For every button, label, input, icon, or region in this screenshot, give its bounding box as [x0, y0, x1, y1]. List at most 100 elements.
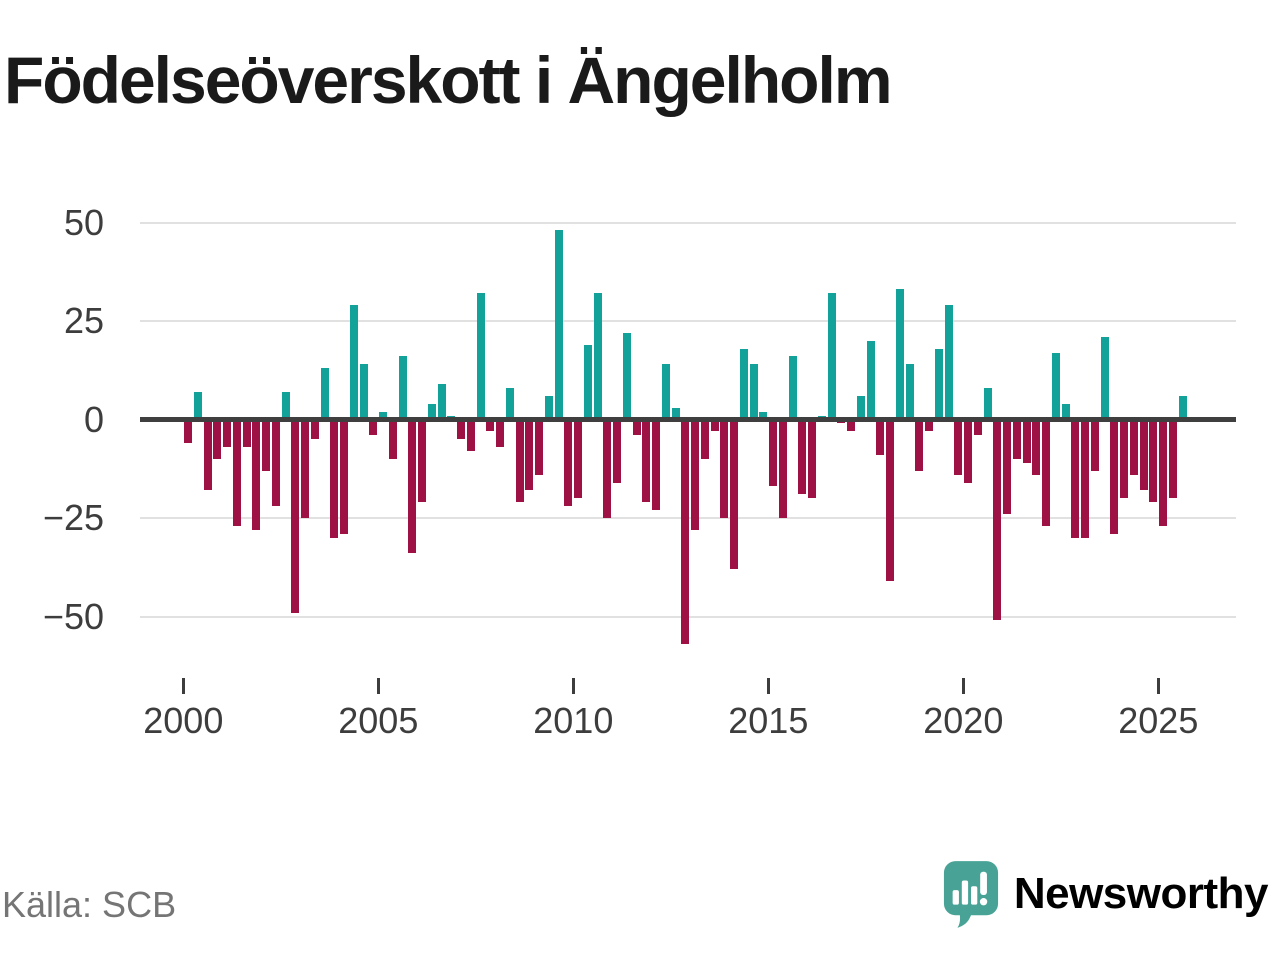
- bar-2013-q4: [720, 419, 729, 518]
- bar-2000-q4: [213, 419, 222, 459]
- bar-2012-q2: [661, 364, 670, 420]
- bar-2012-q4: [681, 419, 690, 645]
- bar-2023-q1: [1081, 419, 1090, 538]
- y-axis-label: −25: [42, 497, 104, 538]
- bar-2012-q3: [671, 407, 680, 420]
- x-axis-tick: [961, 678, 965, 694]
- bar-2000-q2: [193, 391, 202, 420]
- bar-2022-q3: [1061, 403, 1070, 420]
- bar-2007-q2: [466, 419, 475, 452]
- bar-2024-q1: [1120, 419, 1129, 499]
- bar-2015-q4: [798, 419, 807, 495]
- bar-2023-q3: [1100, 336, 1109, 420]
- bar-2008-q2: [505, 387, 514, 420]
- y-axis-label: 25: [63, 300, 104, 341]
- bar-2003-q1: [301, 419, 310, 518]
- brand-wordmark: Newsworthy: [1013, 869, 1269, 918]
- bar-2015-q1: [769, 419, 778, 487]
- bar-2009-q2: [544, 395, 553, 420]
- bar-2020-q1: [964, 419, 973, 483]
- bar-2021-q4: [1032, 419, 1041, 475]
- bar-2006-q2: [427, 403, 436, 420]
- bar-2018-q3: [905, 364, 914, 420]
- bar-2012-q1: [652, 419, 661, 511]
- y-axis-label: 50: [63, 201, 104, 243]
- bar-2018-q4: [915, 419, 924, 471]
- bar-2021-q1: [1003, 419, 1012, 515]
- bar-2001-q1: [223, 419, 232, 448]
- x-axis-tick: [181, 678, 185, 694]
- bar-2021-q3: [1022, 419, 1031, 463]
- bar-2009-q1: [535, 419, 544, 475]
- bar-2010-q3: [593, 293, 602, 420]
- bar-2005-q3: [398, 356, 407, 420]
- bar-2014-q2: [739, 348, 748, 420]
- bar-2025-q1: [1159, 419, 1168, 526]
- x-axis-label: 2020: [923, 700, 1004, 741]
- bar-2010-q1: [574, 419, 583, 499]
- bar-2005-q4: [408, 419, 417, 554]
- bar-2008-q4: [525, 419, 534, 491]
- bar-2024-q2: [1129, 419, 1138, 475]
- x-axis-tick: [1156, 678, 1160, 694]
- bar-2002-q2: [271, 419, 280, 507]
- bar-2020-q2: [973, 419, 982, 436]
- bar-2015-q3: [788, 356, 797, 420]
- bar-2022-q2: [1051, 352, 1060, 420]
- bar-2000-q3: [203, 419, 212, 491]
- bar-2015-q2: [778, 419, 787, 518]
- bar-2010-q2: [583, 344, 592, 420]
- bar-2004-q4: [369, 419, 378, 436]
- bar-2004-q2: [349, 305, 358, 420]
- bar-2011-q3: [632, 419, 641, 436]
- bar-2004-q3: [359, 364, 368, 420]
- bar-2003-q2: [310, 419, 319, 440]
- bar-2014-q4: [759, 411, 768, 420]
- bar-2023-q2: [1090, 419, 1099, 471]
- y-axis-label: 0: [83, 398, 104, 440]
- bar-2013-q3: [710, 419, 719, 432]
- bar-2018-q2: [895, 289, 904, 420]
- bar-2020-q4: [993, 419, 1002, 621]
- source-label: Källa: SCB: [2, 884, 177, 925]
- x-axis-label: 2015: [728, 700, 809, 741]
- bar-2016-q3: [827, 293, 836, 420]
- chart-title: Födelseöverskott i Ängelholm: [4, 43, 893, 117]
- x-axis-label: 2025: [1118, 700, 1199, 741]
- bar-2021-q2: [1012, 419, 1021, 459]
- bar-2001-q2: [232, 419, 241, 526]
- bar-2002-q1: [262, 419, 271, 471]
- bar-2008-q1: [496, 419, 505, 448]
- bar-2000-q1: [184, 419, 193, 444]
- bar-2011-q2: [622, 332, 631, 420]
- bar-2001-q3: [242, 419, 251, 448]
- bar-2009-q4: [564, 419, 573, 507]
- bar-2025-q3: [1178, 395, 1187, 420]
- bar-2013-q2: [700, 419, 709, 459]
- bar-2006-q3: [437, 384, 446, 420]
- bar-2004-q1: [340, 419, 349, 534]
- bar-2009-q3: [554, 230, 563, 420]
- bar-2017-q1: [847, 419, 856, 432]
- newsworthy-logo-icon: [942, 860, 1000, 928]
- bar-2019-q4: [954, 419, 963, 475]
- bar-2025-q2: [1168, 419, 1177, 499]
- x-axis-label: 2005: [338, 700, 419, 741]
- bar-2017-q4: [876, 419, 885, 455]
- bar-2022-q1: [1042, 419, 1051, 526]
- bar-2008-q3: [515, 419, 524, 503]
- bar-2020-q3: [983, 387, 992, 420]
- x-axis-tick: [766, 678, 770, 694]
- bar-2007-q4: [486, 419, 495, 432]
- bar-2022-q4: [1071, 419, 1080, 538]
- bar-2018-q1: [886, 419, 895, 582]
- bar-2003-q4: [330, 419, 339, 538]
- bar-2011-q4: [642, 419, 651, 503]
- gridline: [140, 320, 1236, 322]
- x-axis-tick: [571, 678, 575, 694]
- y-axis-label: −50: [42, 595, 104, 637]
- bar-2002-q4: [291, 419, 300, 613]
- x-axis-label: 2010: [533, 700, 614, 741]
- bar-2002-q3: [281, 391, 290, 420]
